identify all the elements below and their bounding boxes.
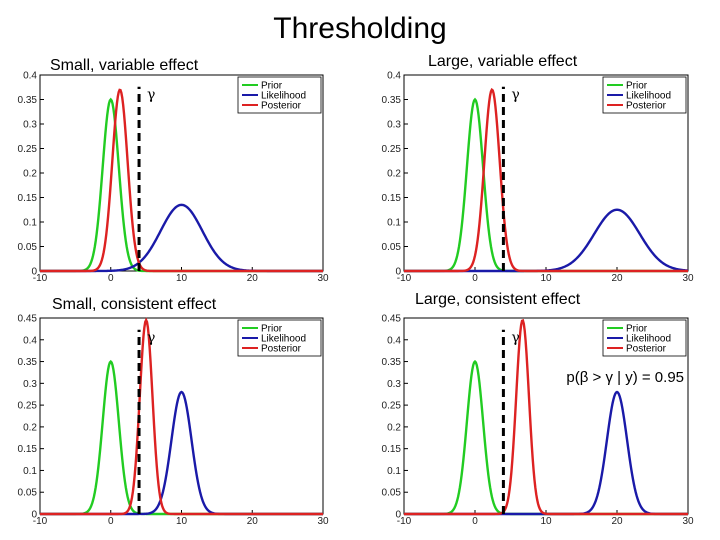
threshold-label: γ <box>511 87 519 103</box>
y-tick-label: 0 <box>31 510 37 521</box>
x-tick-label: 0 <box>472 273 478 284</box>
y-tick-label: 0.15 <box>18 193 38 204</box>
y-tick-label: 0.1 <box>23 466 37 477</box>
x-tick-label: -10 <box>33 273 48 284</box>
y-tick-label: 0 <box>395 510 401 521</box>
legend-label-likelihood: Likelihood <box>626 334 671 345</box>
x-tick-label: 10 <box>540 273 552 284</box>
y-tick-label: 0.25 <box>18 401 38 412</box>
y-tick-label: 0.05 <box>18 242 38 253</box>
y-tick-label: 0 <box>31 267 37 278</box>
x-tick-label: 30 <box>317 273 329 284</box>
y-tick-label: 0.05 <box>382 242 402 253</box>
x-tick-label: 20 <box>247 516 259 527</box>
x-tick-label: 0 <box>108 273 114 284</box>
y-tick-label: 0.25 <box>18 144 38 155</box>
x-tick-label: 10 <box>540 516 552 527</box>
x-tick-label: -10 <box>397 516 412 527</box>
y-tick-label: 0.25 <box>382 401 402 412</box>
panel-title-large-consistent: Large, consistent effect <box>415 291 581 308</box>
legend-label-posterior: Posterior <box>626 101 667 112</box>
x-tick-label: 10 <box>176 273 188 284</box>
y-tick-label: 0.35 <box>382 95 402 106</box>
legend-label-likelihood: Likelihood <box>626 91 671 102</box>
y-tick-label: 0.3 <box>387 379 401 390</box>
legend-label-posterior: Posterior <box>261 101 302 112</box>
x-tick-label: 0 <box>108 516 114 527</box>
y-tick-label: 0.1 <box>23 218 37 229</box>
y-tick-label: 0.3 <box>23 379 37 390</box>
panel-title-small-consistent: Small, consistent effect <box>52 296 217 313</box>
x-tick-label: 0 <box>472 516 478 527</box>
y-tick-label: 0.4 <box>23 71 37 82</box>
y-tick-label: 0.2 <box>23 169 37 180</box>
y-tick-label: 0.3 <box>23 120 37 131</box>
x-tick-label: 30 <box>682 273 694 284</box>
series-line-posterior <box>404 87 688 273</box>
figure-title: Thresholding <box>273 12 447 45</box>
y-tick-label: 0.15 <box>382 444 402 455</box>
posterior-probability-annotation: p(β > γ | y) = 0.95 <box>566 369 684 386</box>
x-tick-label: -10 <box>397 273 412 284</box>
y-tick-label: 0.05 <box>382 488 402 499</box>
y-tick-label: 0.05 <box>18 488 38 499</box>
y-tick-label: 0.2 <box>23 422 37 433</box>
y-tick-label: 0.15 <box>382 193 402 204</box>
x-tick-label: 10 <box>176 516 188 527</box>
legend-label-prior: Prior <box>261 81 283 92</box>
series-line-posterior <box>40 88 323 273</box>
y-tick-label: 0.2 <box>387 169 401 180</box>
panel-title-large-variable: Large, variable effect <box>428 53 578 70</box>
y-tick-label: 0.25 <box>382 144 402 155</box>
legend-label-posterior: Posterior <box>261 344 302 355</box>
legend-label-prior: Prior <box>626 81 648 92</box>
y-tick-label: 0 <box>395 267 401 278</box>
legend-label-prior: Prior <box>261 324 283 335</box>
y-tick-label: 0.2 <box>387 422 401 433</box>
y-tick-label: 0.3 <box>387 120 401 131</box>
legend-label-likelihood: Likelihood <box>261 334 306 345</box>
legend-label-likelihood: Likelihood <box>261 91 306 102</box>
threshold-label: γ <box>511 330 519 346</box>
x-tick-label: 30 <box>682 516 694 527</box>
threshold-label: γ <box>147 87 155 103</box>
y-tick-label: 0.1 <box>387 218 401 229</box>
y-tick-label: 0.4 <box>23 335 37 346</box>
threshold-label: γ <box>147 330 155 346</box>
series-line-posterior <box>404 318 688 516</box>
y-tick-label: 0.1 <box>387 466 401 477</box>
y-tick-label: 0.4 <box>387 71 401 82</box>
y-tick-label: 0.35 <box>18 95 38 106</box>
x-tick-label: 30 <box>317 516 329 527</box>
y-tick-label: 0.35 <box>18 357 38 368</box>
legend-label-posterior: Posterior <box>626 344 667 355</box>
series-line-posterior <box>40 317 323 516</box>
legend-label-prior: Prior <box>626 324 648 335</box>
x-tick-label: 20 <box>247 273 259 284</box>
x-tick-label: 20 <box>611 516 623 527</box>
x-tick-label: -10 <box>33 516 48 527</box>
y-tick-label: 0.45 <box>382 314 402 325</box>
y-tick-label: 0.35 <box>382 357 402 368</box>
y-tick-label: 0.45 <box>18 314 38 325</box>
y-tick-label: 0.15 <box>18 444 38 455</box>
panel-title-small-variable: Small, variable effect <box>50 57 199 74</box>
y-tick-label: 0.4 <box>387 335 401 346</box>
x-tick-label: 20 <box>611 273 623 284</box>
